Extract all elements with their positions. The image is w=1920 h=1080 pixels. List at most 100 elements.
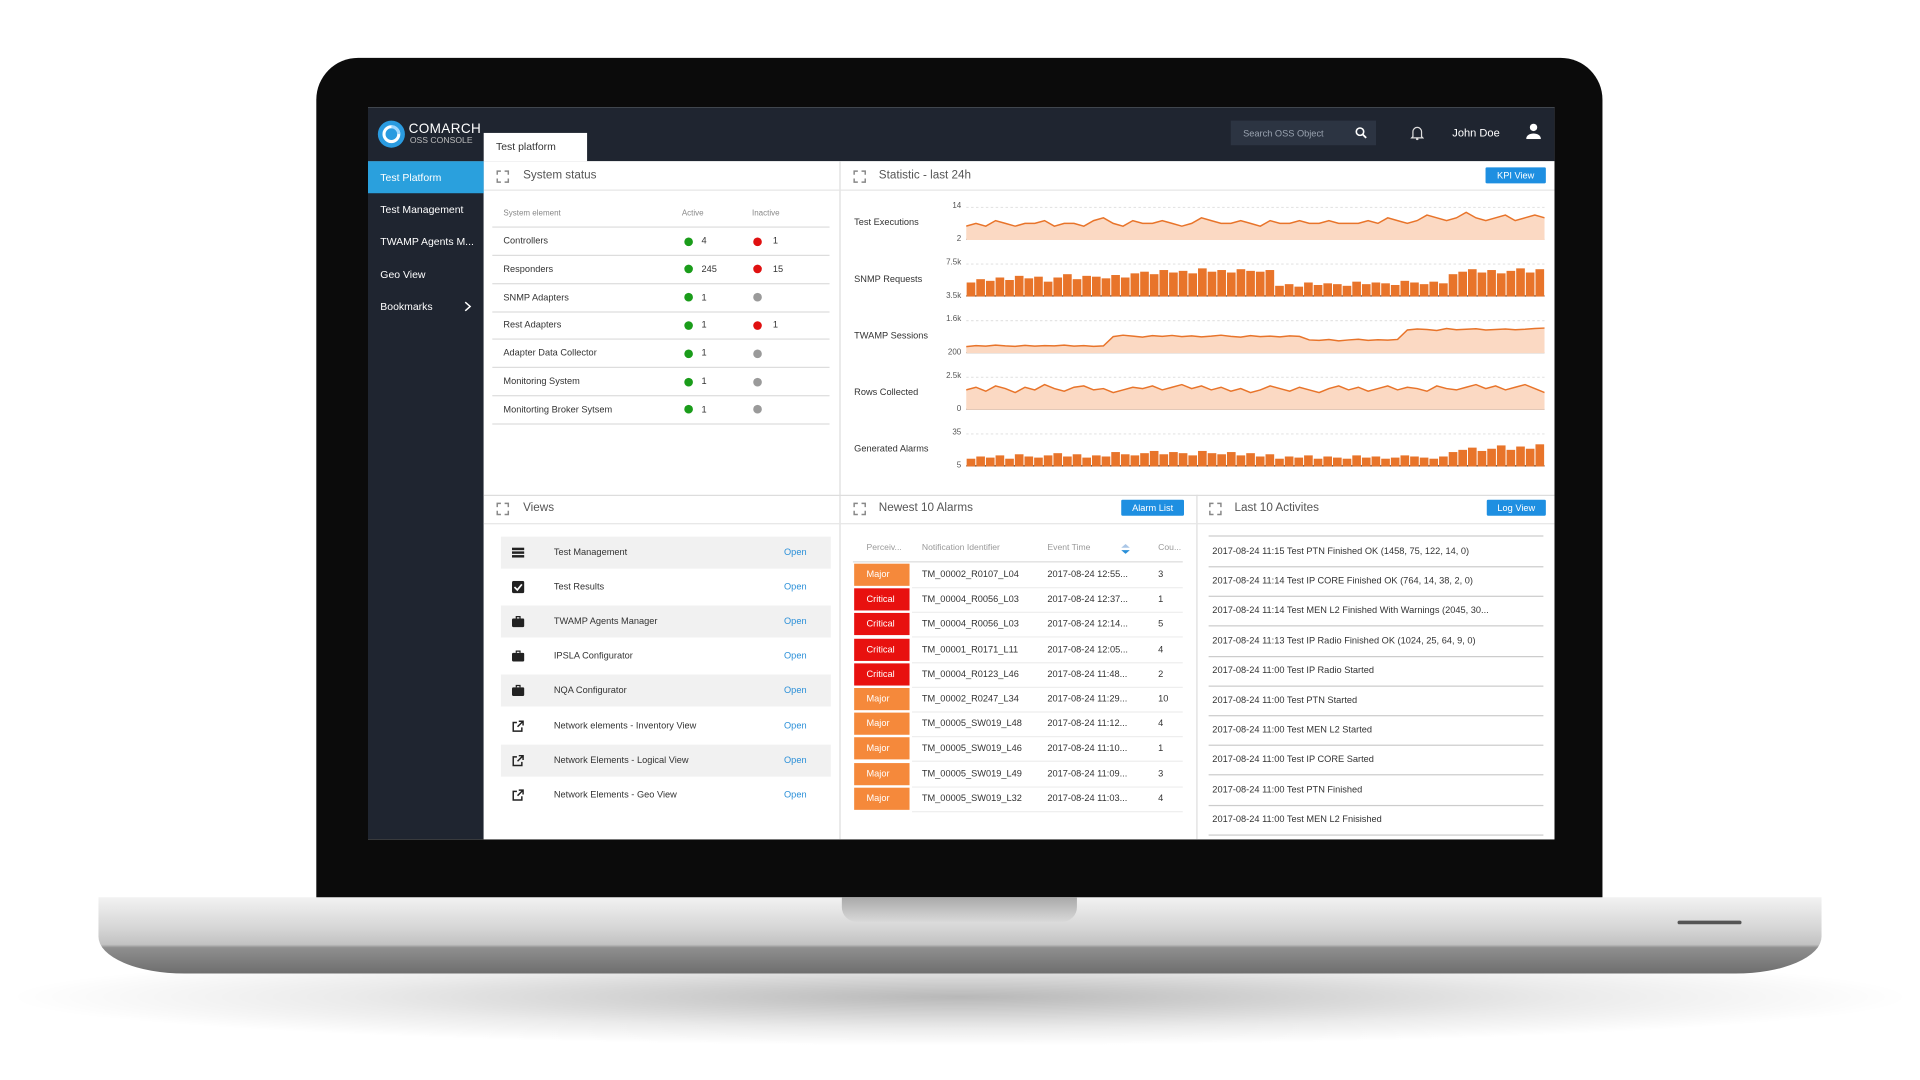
view-icon <box>511 616 525 628</box>
bar <box>1024 456 1034 467</box>
user-name[interactable]: John Doe <box>1452 126 1500 140</box>
log-view-button[interactable]: Log View <box>1486 499 1546 516</box>
view-label[interactable]: TWAMP Agents Manager <box>553 615 658 627</box>
activity: 2017-08-24 11:00 Test PTN Started <box>1212 694 1358 706</box>
alarm-time: 2017-08-24 12:14... <box>1047 618 1128 630</box>
open-link[interactable]: Open <box>783 650 807 662</box>
view-label[interactable]: NQA Configurator <box>553 684 627 696</box>
severity-cell <box>854 613 910 636</box>
bar <box>1535 444 1545 467</box>
open-link[interactable]: Open <box>783 615 807 627</box>
sidebar-active <box>367 161 484 194</box>
bar <box>1005 458 1014 467</box>
alarm-time: 2017-08-24 11:48... <box>1047 668 1128 680</box>
view-label[interactable]: Test Results <box>553 581 605 593</box>
open-link[interactable]: Open <box>783 788 807 800</box>
row-line <box>1208 744 1544 747</box>
y-tick-label: 2 <box>956 235 962 244</box>
kpi-button[interactable]: KPI View <box>1485 167 1546 184</box>
icon-part <box>515 616 521 619</box>
bar <box>976 456 985 467</box>
activity: 2017-08-24 11:00 Test MEN L2 Fnisished <box>1212 813 1382 825</box>
open-link[interactable]: Open <box>783 546 807 558</box>
sidebar-item[interactable]: Test Management <box>380 203 464 216</box>
row-line <box>911 810 1183 813</box>
view-label[interactable]: Test Management <box>553 546 628 558</box>
bell-icon[interactable] <box>1410 126 1424 141</box>
open-link[interactable]: Open <box>783 581 807 593</box>
bar <box>1400 280 1410 297</box>
bar <box>1178 270 1188 297</box>
view-label[interactable]: IPSLA Configurator <box>553 650 633 662</box>
bar <box>1265 270 1275 297</box>
row-line <box>492 282 830 285</box>
expand-icon[interactable] <box>853 502 867 516</box>
icon-part <box>515 650 521 654</box>
search-icon[interactable] <box>1355 127 1367 139</box>
sort-arrow <box>1121 550 1130 554</box>
open-link[interactable]: Open <box>783 684 807 696</box>
row-line <box>1208 804 1544 806</box>
view-label[interactable]: Network Elements - Logical View <box>553 753 689 766</box>
tab[interactable]: Test platform <box>483 132 588 162</box>
severity-cell <box>854 687 910 711</box>
alarm-id: TM_00005_SW019_L48 <box>921 717 1022 729</box>
bar <box>1111 452 1120 467</box>
alarm-id: TM_00004_R0056_L03 <box>921 618 1019 630</box>
sparkline <box>966 263 1545 297</box>
row-line <box>492 423 830 425</box>
expand-icon[interactable] <box>853 170 867 184</box>
y-tick-label: 200 <box>947 348 962 357</box>
column-header[interactable]: Perceiv... <box>866 543 902 553</box>
column-header[interactable]: Notification Identifier <box>921 543 1000 553</box>
bar <box>1034 276 1043 297</box>
sidebar-item[interactable]: Test Platform <box>380 171 442 184</box>
column-header: Active <box>681 209 704 218</box>
open-link[interactable]: Open <box>783 719 807 731</box>
row-bg <box>500 744 831 777</box>
search-box[interactable] <box>1230 120 1376 146</box>
row-line <box>492 338 830 341</box>
open-link[interactable]: Open <box>783 753 807 766</box>
sparkline <box>966 206 1545 240</box>
expand-icon[interactable] <box>1209 502 1223 516</box>
status-dot <box>753 405 762 414</box>
chart-label: Test Executions <box>854 216 919 228</box>
severity: Major <box>866 692 890 704</box>
alarm-time: 2017-08-24 12:55... <box>1047 568 1128 580</box>
expand-icon[interactable] <box>496 170 510 184</box>
active-count: 1 <box>701 375 707 387</box>
sidebar-item[interactable]: TWAMP Agents M... <box>380 235 474 248</box>
element-name: SNMP Adapters <box>503 291 569 303</box>
line <box>966 383 1545 394</box>
column-header[interactable]: Event Time <box>1047 543 1091 553</box>
chevron-icon <box>464 301 472 312</box>
bar <box>1130 273 1140 297</box>
bar <box>1371 456 1381 467</box>
bar <box>1111 275 1120 297</box>
sidebar-item[interactable]: Bookmarks <box>380 300 433 313</box>
bar <box>1130 455 1140 467</box>
bar <box>1467 447 1477 467</box>
alarm-id: TM_00002_R0107_L04 <box>921 568 1019 580</box>
activity: 2017-08-24 11:00 Test IP Radio Started <box>1212 664 1374 676</box>
row-line <box>852 561 1183 563</box>
expand-icon[interactable] <box>496 502 510 516</box>
alarm-list-button[interactable]: Alarm List <box>1121 499 1184 516</box>
view-label[interactable]: Network Elements - Geo View <box>553 788 677 800</box>
element-name: Responders <box>503 263 554 275</box>
chart-label: SNMP Requests <box>854 273 923 285</box>
view-label[interactable]: Network elements - Inventory View <box>553 719 697 731</box>
severity-cell <box>854 663 910 686</box>
bar <box>1352 455 1361 467</box>
sidebar-item[interactable]: Geo View <box>380 268 426 281</box>
status-dot <box>753 264 762 274</box>
bar <box>1207 453 1217 467</box>
logo-subtext: OSS CONSOLE <box>409 136 473 146</box>
bar <box>1207 271 1217 297</box>
column-header[interactable]: Cou... <box>1158 543 1182 553</box>
user-icon[interactable] <box>1526 123 1541 140</box>
alarm-count: 4 <box>1158 717 1164 729</box>
severity: Critical <box>866 593 895 605</box>
